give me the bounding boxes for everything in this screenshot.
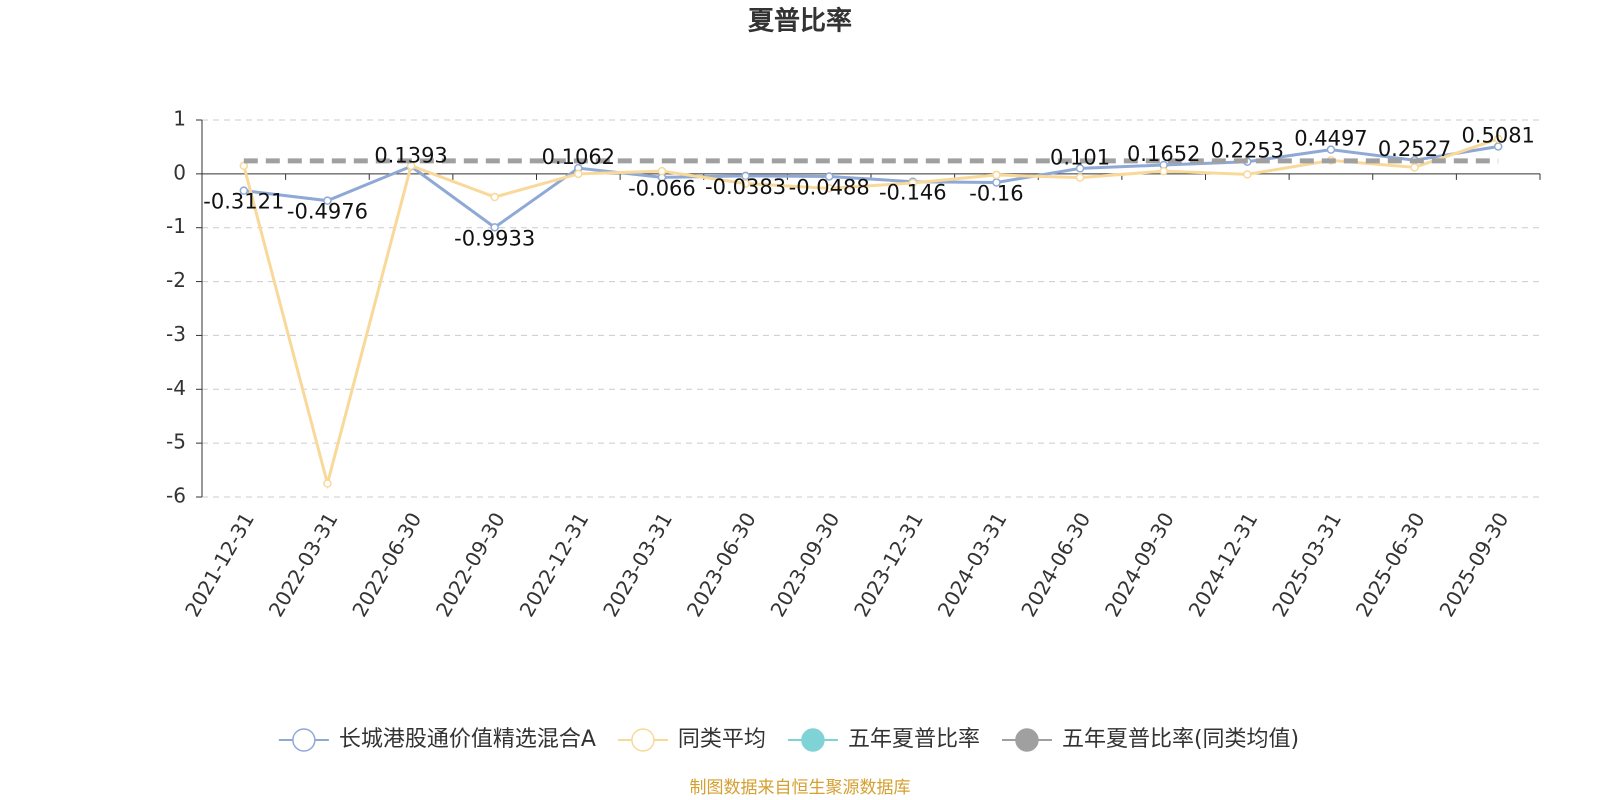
y-tick-label: -2 xyxy=(166,268,186,292)
x-tick-label: 2023-09-30 xyxy=(765,508,844,621)
data-point xyxy=(1493,134,1503,144)
legend-label: 长城港股通价值精选混合A xyxy=(339,727,596,752)
data-label: 0.1652 xyxy=(1127,142,1200,166)
data-point xyxy=(741,179,750,188)
data-point xyxy=(1075,164,1085,173)
data-label: 0.1062 xyxy=(542,145,615,169)
data-label: 0.4497 xyxy=(1294,127,1367,151)
data-label: 0.5081 xyxy=(1461,123,1534,147)
source-note: 制图数据来自恒生聚源数据库 xyxy=(690,778,911,798)
legend-label: 五年夏普比率(同类均值) xyxy=(1062,727,1299,752)
x-tick-label: 2025-03-31 xyxy=(1267,508,1346,621)
data-point xyxy=(490,192,499,202)
data-point xyxy=(1159,166,1168,176)
data-label: -0.3121 xyxy=(203,190,284,214)
data-point xyxy=(323,479,332,488)
data-point xyxy=(1410,163,1419,172)
data-point xyxy=(908,178,918,188)
x-tick-label: 2022-12-31 xyxy=(515,508,594,621)
data-label: -0.4976 xyxy=(287,200,368,224)
data-point xyxy=(824,184,834,193)
data-point xyxy=(323,196,332,205)
data-point xyxy=(657,166,667,176)
data-point xyxy=(1075,173,1085,182)
legend-marker xyxy=(292,728,316,752)
x-tick-label: 2022-09-30 xyxy=(431,508,510,621)
legend-marker xyxy=(801,728,825,752)
data-label: 0.101 xyxy=(1050,145,1110,169)
x-tick-label: 2024-09-30 xyxy=(1100,508,1179,621)
data-point xyxy=(574,169,583,179)
legend-marker xyxy=(1015,728,1039,752)
legend-label: 五年夏普比率 xyxy=(848,727,980,752)
x-tick-label: 2022-03-31 xyxy=(264,508,343,621)
data-label: 0.2253 xyxy=(1211,139,1284,163)
chart-title: 夏普比率 xyxy=(748,6,852,37)
data-point xyxy=(992,170,1001,180)
data-label: -0.066 xyxy=(628,176,696,200)
data-label: -0.0488 xyxy=(789,175,870,199)
data-point xyxy=(1243,170,1252,179)
data-label: -0.146 xyxy=(879,181,947,205)
legend-marker xyxy=(631,728,655,752)
y-tick-label: -3 xyxy=(166,322,186,346)
data-point xyxy=(239,186,249,195)
x-tick-label: 2022-06-30 xyxy=(347,508,426,621)
legend-label: 同类平均 xyxy=(678,727,766,752)
x-tick-label: 2024-06-30 xyxy=(1016,508,1095,621)
data-point xyxy=(1326,145,1336,154)
data-label: 0.2527 xyxy=(1378,137,1451,161)
x-tick-label: 2023-12-31 xyxy=(849,508,928,621)
y-tick-label: -1 xyxy=(166,214,186,238)
data-point xyxy=(490,223,499,232)
x-tick-label: 2023-06-30 xyxy=(682,508,761,621)
y-tick-label: -5 xyxy=(166,430,186,454)
data-label: -0.0383 xyxy=(705,175,786,199)
x-tick-label: 2025-06-30 xyxy=(1351,508,1430,621)
x-tick-label: 2024-12-31 xyxy=(1184,508,1263,621)
x-tick-label: 2021-12-31 xyxy=(180,508,259,621)
x-tick-label: 2025-09-30 xyxy=(1434,508,1513,621)
data-label: -0.16 xyxy=(969,181,1023,205)
x-tick-label: 2023-03-31 xyxy=(598,508,677,621)
x-tick-label: 2024-03-31 xyxy=(933,508,1012,621)
y-tick-label: -4 xyxy=(166,376,186,400)
y-tick-label: -6 xyxy=(166,484,186,508)
data-label: 0.1393 xyxy=(374,143,447,167)
y-tick-label: 1 xyxy=(173,107,186,131)
series-line xyxy=(242,137,1499,490)
data-point xyxy=(824,172,834,181)
legend: 长城港股通价值精选混合A 同类平均 五年夏普比率 五年夏普比率(同类均值) xyxy=(278,727,1299,752)
y-tick-label: 0 xyxy=(173,160,186,184)
series-line xyxy=(243,145,1499,230)
data-label: -0.9933 xyxy=(454,226,535,250)
